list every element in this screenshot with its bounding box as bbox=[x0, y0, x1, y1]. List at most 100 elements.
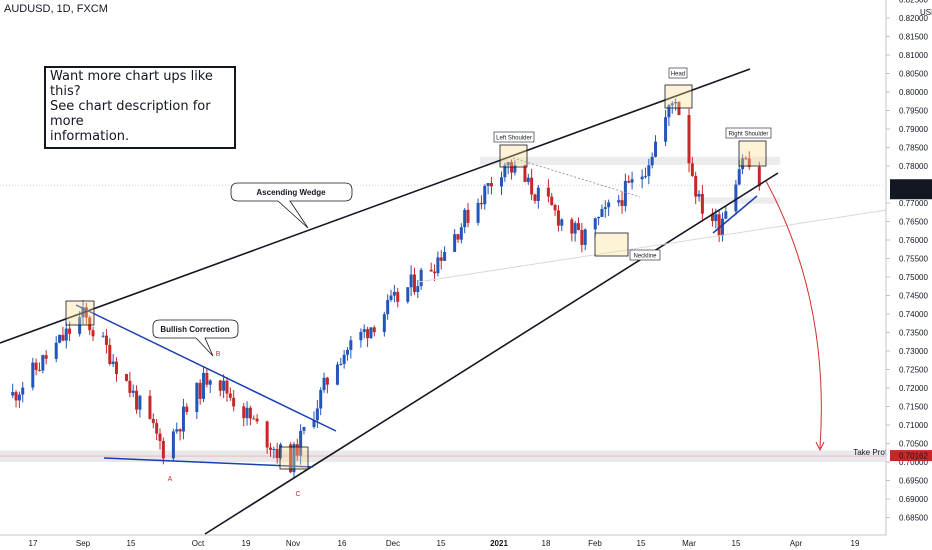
candle-body bbox=[573, 223, 577, 234]
candle-body bbox=[255, 418, 259, 422]
price-tick-label: 0.73000 bbox=[899, 347, 928, 356]
price-tick-label: 0.75000 bbox=[899, 273, 928, 282]
candle-body bbox=[757, 166, 761, 187]
time-tick-label: 19 bbox=[242, 539, 251, 548]
candle-body bbox=[506, 162, 510, 166]
candle-body bbox=[322, 377, 326, 390]
candle-body bbox=[556, 210, 560, 226]
candle-body bbox=[268, 447, 272, 450]
candle-body bbox=[409, 274, 413, 288]
price-tick-label: 0.78000 bbox=[899, 162, 928, 171]
candle-body bbox=[292, 444, 296, 473]
candle-body bbox=[315, 408, 319, 421]
candle-body bbox=[91, 330, 95, 337]
candle-body bbox=[345, 349, 349, 355]
point-b-label: B bbox=[216, 351, 221, 358]
candle-body bbox=[372, 327, 376, 333]
countdown-value: 05:15:13 bbox=[899, 190, 931, 199]
candle-body bbox=[647, 165, 651, 177]
candle-body bbox=[536, 187, 540, 201]
candle-body bbox=[88, 317, 92, 331]
candle-body bbox=[741, 158, 745, 170]
price-tick-label: 0.80000 bbox=[899, 88, 928, 97]
candle-body bbox=[677, 101, 681, 116]
take-profit-label: Take Profit bbox=[853, 448, 892, 457]
candle-body bbox=[299, 430, 303, 456]
candle-body bbox=[617, 200, 621, 203]
time-tick-label: 15 bbox=[732, 539, 741, 548]
price-tick-label: 0.82500 bbox=[899, 0, 928, 5]
neckline-label: Neckline bbox=[633, 254, 657, 260]
current-price-tag bbox=[890, 179, 932, 200]
projection-arrow-head bbox=[815, 441, 825, 452]
price-tick-label: 0.70000 bbox=[899, 458, 928, 467]
candle-body bbox=[178, 429, 182, 432]
price-tick-label: 0.72500 bbox=[899, 366, 928, 375]
candle-body bbox=[68, 328, 72, 334]
time-tick-label: Sep bbox=[76, 539, 91, 548]
candle-body bbox=[202, 372, 206, 399]
candle-body bbox=[312, 420, 316, 428]
callout-line-3: information. bbox=[50, 129, 130, 144]
candle-body bbox=[148, 395, 152, 419]
left-shoulder-label: Left Shoulder bbox=[496, 136, 532, 142]
price-tick-label: 0.81500 bbox=[899, 33, 928, 42]
candle-body bbox=[195, 382, 199, 412]
time-tick-label: Mar bbox=[682, 539, 696, 548]
price-unit-label: USD bbox=[920, 8, 932, 17]
target-price-value: 0.70162 bbox=[899, 452, 928, 461]
wedge-upper-line bbox=[0, 68, 751, 344]
candle-body bbox=[185, 406, 189, 412]
candle-body bbox=[125, 374, 129, 381]
ascending-wedge-bubble bbox=[230, 182, 353, 229]
price-tick-label: 0.69000 bbox=[899, 495, 928, 504]
candle-body bbox=[41, 355, 45, 371]
price-tick-label: 0.79500 bbox=[899, 107, 928, 116]
candle-body bbox=[158, 433, 162, 441]
neckline-box bbox=[594, 232, 629, 257]
candle-body bbox=[279, 444, 283, 459]
candle-body bbox=[533, 194, 537, 201]
candle-body bbox=[396, 291, 400, 302]
candle-body bbox=[667, 105, 671, 118]
candle-body bbox=[717, 214, 721, 236]
candle-body bbox=[500, 177, 504, 187]
price-tick-label: 0.74500 bbox=[899, 292, 928, 301]
candle-body bbox=[697, 193, 701, 197]
ascending-wedge-label: Ascending Wedge bbox=[256, 188, 326, 197]
projection-arrow bbox=[765, 180, 822, 449]
candle-body bbox=[362, 329, 366, 332]
candle-body bbox=[302, 427, 306, 431]
bullish-correction-bubble bbox=[152, 319, 239, 357]
head-box bbox=[664, 84, 693, 109]
candle-body bbox=[14, 392, 18, 401]
point-a-label: A bbox=[168, 476, 173, 483]
candle-body bbox=[34, 362, 38, 370]
candle-body bbox=[61, 334, 65, 341]
time-tick-label: Dec bbox=[386, 539, 400, 548]
left-shoulder-box bbox=[499, 144, 528, 168]
candle-body bbox=[161, 440, 165, 459]
candle-body bbox=[650, 156, 654, 166]
candle-body bbox=[603, 207, 607, 209]
head-label: Head bbox=[671, 72, 685, 78]
time-tick-label: 15 bbox=[437, 539, 446, 548]
candle-body bbox=[21, 387, 25, 395]
price-tick-label: 0.72000 bbox=[899, 384, 928, 393]
candle-body bbox=[479, 202, 483, 205]
time-tick-label: 2021 bbox=[490, 539, 508, 548]
candle-body bbox=[503, 165, 507, 178]
candle-body bbox=[325, 377, 329, 385]
candle-body bbox=[433, 271, 437, 274]
price-tick-label: 0.74000 bbox=[899, 310, 928, 319]
candle-body bbox=[131, 390, 135, 393]
candle-body bbox=[640, 176, 644, 180]
candle-body bbox=[171, 431, 175, 459]
time-tick-label: Oct bbox=[192, 539, 205, 548]
candle-body bbox=[11, 392, 15, 396]
candle-body bbox=[570, 219, 574, 234]
candle-body bbox=[664, 117, 668, 142]
candle-body bbox=[412, 274, 416, 292]
candle-body bbox=[248, 407, 252, 419]
